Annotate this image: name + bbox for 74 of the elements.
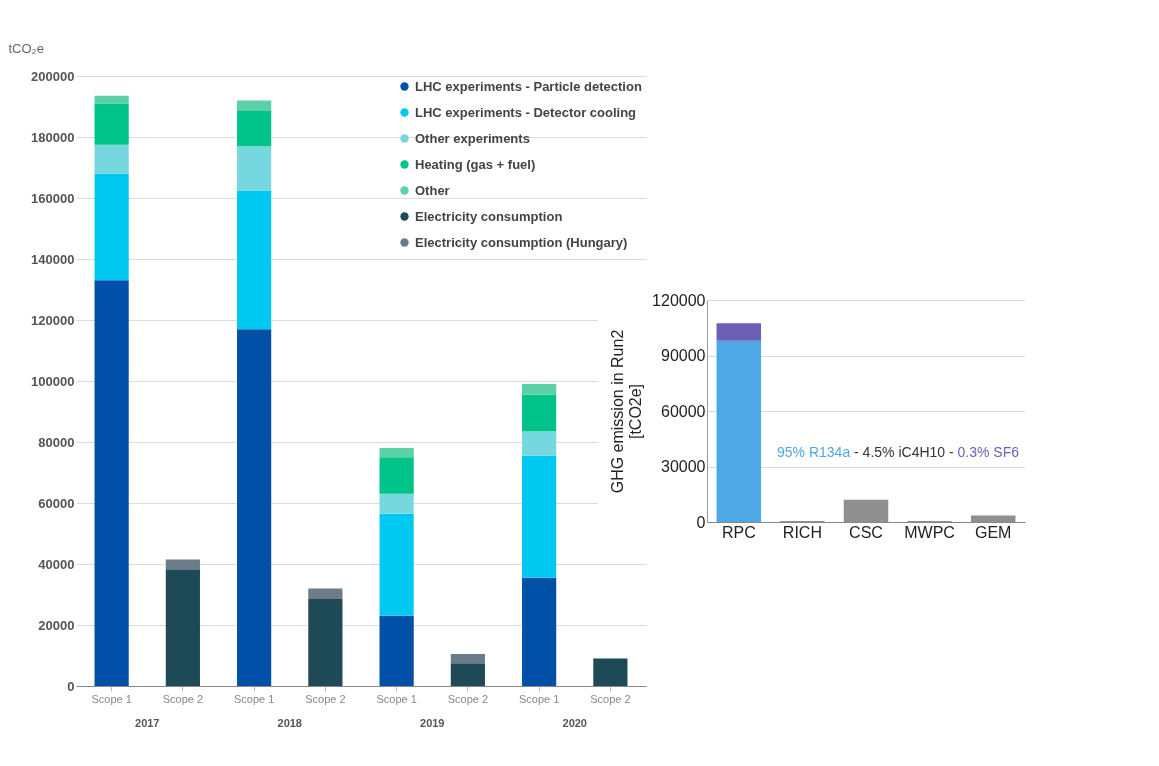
bar [237,146,272,191]
bar [379,493,414,514]
text: 2018 [277,717,302,729]
y-tick-label: 200000 [31,68,75,84]
bar [522,577,557,686]
x-tick-label: Scope 2 [590,692,631,705]
y-tick-label: 140000 [31,251,75,267]
bar [379,615,414,686]
bar [716,323,762,341]
bar [379,448,414,458]
x-tick-label: Scope 1 [233,692,275,705]
x-tick-label: GEM [974,523,1012,541]
y-tick-label: 100000 [31,373,75,389]
y-tick-label: 80000 [38,434,75,450]
text: 2020 [562,717,587,729]
y-tick-label: 40000 [38,556,75,572]
y-tick-label: 120000 [31,312,75,328]
y-tick-label: 160000 [31,190,75,206]
y-tick-label: 60000 [38,495,75,511]
bar [237,329,272,686]
x-tick-label: RPC [721,523,756,541]
legend-label: LHC experiments - Particle detection [415,78,642,94]
bar [237,190,272,330]
legend-label: Heating (gas + fuel) [415,156,536,172]
bar [522,431,557,456]
y-tick-label: 0 [67,678,75,694]
y-axis-title: tCO₂e [8,40,44,56]
bar [379,513,414,616]
bar [165,570,200,686]
bar [94,95,129,104]
bar [94,144,129,174]
bar [94,280,129,686]
x-tick-label: Scope 2 [447,692,489,705]
y-tick-label: 90000 [661,347,706,364]
legend-label: Other [415,182,450,198]
text: 2017 [135,717,160,729]
bar [165,559,200,571]
x-tick-label: Scope 1 [376,692,417,705]
legend-label: Electricity consumption (Hungary) [415,234,628,250]
y-tick-label: 20000 [38,617,75,633]
bar [450,663,485,686]
bar [94,173,129,281]
x-tick-label: Scope 1 [91,692,132,705]
bar [522,455,557,578]
bar [522,384,557,395]
y-tick-label: 60000 [661,402,706,420]
bar [522,394,557,432]
y-axis-title: GHG emission in Run2 [tCO2e] [608,329,644,494]
text: 2019 [420,717,445,729]
bar [308,599,343,686]
bar [94,103,129,145]
x-tick-label: MWPC [904,523,955,541]
x-tick-label: Scope 2 [162,692,204,705]
y-tick-label: 120000 [652,291,706,309]
y-tick-label: 30000 [661,458,706,475]
bar [450,653,485,664]
bar [379,457,414,494]
bar [237,100,272,112]
legend-label: Other experiments [415,130,530,146]
annotation: 0.3% SF6 [957,444,1020,461]
bar [237,111,272,147]
y-tick-label: 180000 [31,129,75,145]
x-tick-label: Scope 1 [518,692,560,705]
x-tick-label: CSC [849,523,883,541]
legend-label: Electricity consumption [415,208,563,224]
legend-label: LHC experiments - Detector cooling [415,104,637,120]
annotation: - 4.5% iC4H10 - [854,444,954,461]
annotation: 95% R134a [777,444,851,461]
x-tick-label: RICH [782,523,822,541]
bar [593,658,628,686]
bar [308,588,343,600]
y-tick-label: 0 [696,513,706,531]
x-tick-label: Scope 2 [305,692,346,705]
bar [716,340,762,522]
